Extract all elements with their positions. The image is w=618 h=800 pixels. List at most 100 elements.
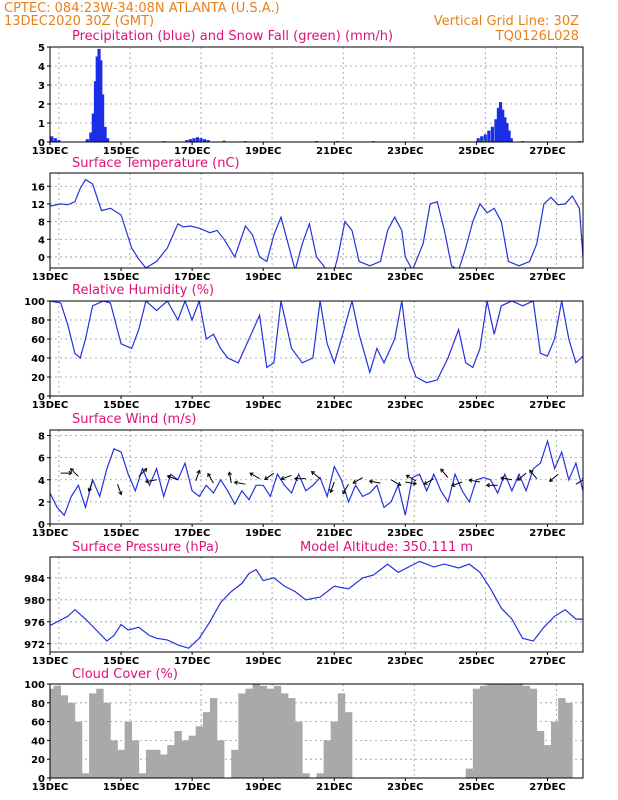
wind-arrow-15 (310, 470, 321, 480)
precip-bar-13 (185, 140, 189, 142)
precip-ytick-label-2: 2 (38, 100, 45, 111)
precip-bar-11 (103, 126, 107, 142)
wind-arrow-19 (368, 479, 381, 484)
wind-arrow-head (144, 478, 150, 484)
pressure-frame (49, 556, 584, 653)
wind-arrow-shaft (501, 477, 513, 481)
cloud-bar-62 (487, 684, 495, 778)
cloud-ytick-label-3: 60 (31, 718, 45, 729)
wind-arrow-head (233, 480, 239, 486)
wind-arrow-head (412, 481, 418, 486)
cloud-bar-60 (472, 688, 481, 778)
wind-arrow-head (249, 472, 254, 477)
cloud-bar-1 (53, 685, 61, 778)
cloud-bar-14 (145, 749, 154, 778)
cloud-bar-33 (280, 693, 289, 778)
temperature-title: Surface Temperature (nC) (72, 156, 240, 171)
cloud-ytick-label-1: 20 (31, 755, 45, 766)
humidity-xtick-label-3: 19DEC (245, 400, 281, 411)
pressure-xtick-label-3: 19DEC (245, 656, 281, 667)
wind-arrow-shaft (207, 473, 214, 484)
cloud-bar-34 (288, 698, 296, 778)
wind-arrow-shaft (249, 472, 260, 480)
wind-arrow-head (548, 477, 554, 482)
wind-xtick-label-1: 15DEC (103, 528, 139, 539)
precip-bar-7 (95, 56, 99, 142)
wind-arrow-head (500, 476, 505, 481)
precip-ytick-label-5: 5 (38, 43, 45, 54)
cloud-xtick-label-2: 17DEC (174, 782, 210, 793)
wind-arrow-head (293, 476, 299, 481)
humidity-xtick-label-0: 13DEC (32, 400, 68, 411)
precip-xtick-label-1: 15DEC (103, 146, 139, 157)
wind-arrow-head (423, 480, 428, 485)
cloud-bar-73 (565, 702, 573, 778)
precip-bar-24 (487, 130, 491, 142)
precip-title: Precipitation (blue) and Snow Fall (gree… (72, 29, 393, 44)
cloud-panel: 0 20 40 60 80 100 13DEC 15DEC 17DEC 19DEC 21DEC 23D… (24, 680, 584, 793)
cloud-bar-67 (522, 685, 530, 778)
humidity-xtick-label-6: 25DEC (458, 400, 494, 411)
precip-ytick-label-1: 1 (38, 119, 45, 130)
cloud-bar-38 (316, 773, 324, 778)
wind-arrow-head (440, 468, 445, 473)
cloud-bar-18 (174, 731, 182, 778)
cloud-bar-32 (273, 685, 282, 778)
precip-xtick-label-0: 13DEC (32, 146, 68, 157)
wind-arrow-18 (352, 477, 363, 484)
cloud-bar-42 (344, 712, 353, 778)
cloud-title: Cloud Cover (%) (72, 667, 178, 682)
cloud-bar-21 (195, 726, 204, 778)
cloud-bar-6 (89, 693, 97, 778)
pressure-ytick-label-1: 976 (24, 618, 45, 629)
pressure-title: Surface Pressure (hPa) (72, 540, 219, 555)
wind-xtick-label-7: 27DEC (529, 528, 565, 539)
precip-frame (49, 46, 584, 143)
cloud-bar-8 (103, 702, 111, 778)
humidity-ytick-label-1: 20 (31, 373, 45, 384)
wind-arrow-29 (517, 472, 527, 481)
wind-xtick-label-2: 17DEC (174, 528, 210, 539)
wind-arrow-10 (233, 480, 246, 486)
cloud-bar-28 (245, 688, 253, 778)
cloud-bar-11 (124, 721, 133, 778)
precip-xtick-label-7: 27DEC (529, 146, 565, 157)
wind-arrow-5 (144, 478, 157, 484)
precip-ytick-label-4: 4 (38, 62, 45, 73)
wind-arrow-4 (138, 468, 148, 477)
wind-arrow-shaft (281, 474, 292, 480)
wind-arrow-20 (390, 479, 402, 486)
wind-arrow-head (529, 469, 534, 474)
wind-arrow-shaft (138, 468, 147, 477)
cloud-ytick-label-2: 40 (31, 736, 45, 747)
pressure-data (50, 560, 583, 649)
wind-xtick-label-3: 19DEC (245, 528, 281, 539)
wind-arrow-head (368, 479, 374, 484)
wind-arrow-8 (207, 472, 214, 484)
header-location: CPTEC: 084:23W-34:08N ATLANTA (U.S.A.) (4, 1, 280, 16)
cloud-bar-10 (117, 749, 125, 778)
wind-arrow-shaft (423, 478, 435, 485)
wind-arrow-shaft (311, 471, 321, 480)
temperature-ytick-label-4: 16 (31, 182, 45, 193)
wind-xtick-label-5: 23DEC (387, 528, 423, 539)
wind-line (50, 438, 583, 517)
pressure-xtick-label-5: 23DEC (387, 656, 423, 667)
wind-arrow-head (69, 468, 75, 473)
temperature-ytick-label-2: 8 (38, 218, 45, 229)
wind-arrow-14 (293, 476, 306, 481)
wind-arrow-shaft (529, 469, 538, 479)
cloud-data (50, 684, 573, 778)
precip-xtick-label-5: 23DEC (387, 146, 423, 157)
wind-arrow-head (143, 468, 148, 473)
wind-arrow-shaft (352, 477, 363, 484)
cloud-bar-65 (508, 684, 516, 778)
humidity-ytick-label-0: 0 (38, 392, 45, 403)
cloud-bar-63 (494, 684, 502, 778)
wind-arrow-shaft (440, 468, 449, 478)
temperature-xtick-label-7: 27DEC (529, 272, 565, 283)
pressure-line (50, 560, 583, 649)
pressure-xtick-label-2: 17DEC (174, 656, 210, 667)
wind-arrow-shaft (228, 472, 232, 484)
humidity-ytick-label-2: 40 (31, 354, 45, 365)
